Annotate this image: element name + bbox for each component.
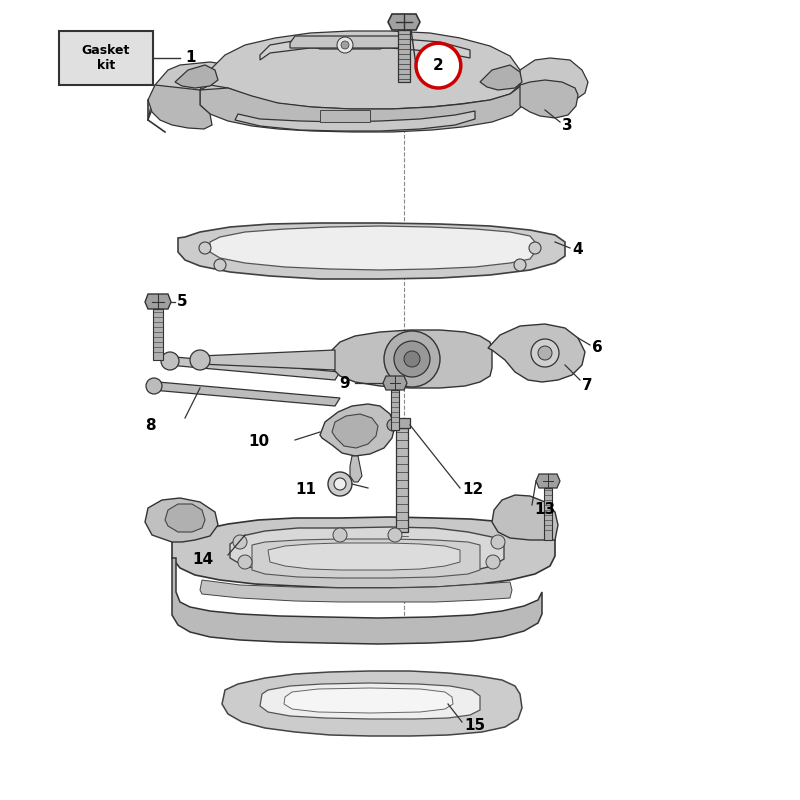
Polygon shape bbox=[235, 111, 475, 131]
Polygon shape bbox=[388, 14, 420, 30]
FancyBboxPatch shape bbox=[59, 31, 153, 85]
Polygon shape bbox=[391, 390, 399, 430]
Text: 3: 3 bbox=[562, 118, 573, 133]
Circle shape bbox=[394, 341, 430, 377]
Circle shape bbox=[404, 351, 420, 367]
Polygon shape bbox=[172, 558, 542, 644]
Polygon shape bbox=[480, 65, 522, 90]
Text: 1: 1 bbox=[185, 50, 195, 66]
Polygon shape bbox=[252, 539, 480, 578]
Circle shape bbox=[328, 472, 352, 496]
Polygon shape bbox=[310, 38, 390, 49]
Text: 12: 12 bbox=[462, 482, 483, 498]
Polygon shape bbox=[290, 36, 405, 48]
Polygon shape bbox=[178, 223, 565, 279]
Text: Gasket
kit: Gasket kit bbox=[82, 44, 130, 72]
Circle shape bbox=[384, 331, 440, 387]
Polygon shape bbox=[200, 85, 522, 132]
Circle shape bbox=[341, 41, 349, 49]
Circle shape bbox=[514, 259, 526, 271]
Polygon shape bbox=[222, 671, 522, 736]
Polygon shape bbox=[145, 498, 218, 542]
Polygon shape bbox=[284, 688, 453, 713]
Text: 7: 7 bbox=[582, 378, 593, 393]
Circle shape bbox=[416, 43, 461, 88]
Circle shape bbox=[387, 419, 399, 431]
Polygon shape bbox=[152, 382, 340, 406]
Circle shape bbox=[214, 259, 226, 271]
Circle shape bbox=[337, 37, 353, 53]
Text: 8: 8 bbox=[145, 418, 156, 433]
Circle shape bbox=[233, 535, 247, 549]
Circle shape bbox=[531, 339, 559, 367]
Circle shape bbox=[491, 535, 505, 549]
Polygon shape bbox=[200, 31, 520, 109]
Polygon shape bbox=[148, 85, 212, 129]
Polygon shape bbox=[320, 110, 370, 122]
Polygon shape bbox=[165, 504, 205, 532]
Polygon shape bbox=[268, 543, 460, 570]
Circle shape bbox=[388, 528, 402, 542]
Circle shape bbox=[161, 352, 179, 370]
Text: 5: 5 bbox=[177, 294, 188, 310]
Polygon shape bbox=[332, 330, 492, 388]
Polygon shape bbox=[398, 30, 410, 82]
Polygon shape bbox=[175, 65, 218, 88]
Polygon shape bbox=[260, 38, 470, 60]
Polygon shape bbox=[520, 80, 578, 118]
Circle shape bbox=[333, 528, 347, 542]
Text: 15: 15 bbox=[464, 718, 485, 734]
Text: 14: 14 bbox=[192, 553, 213, 567]
Polygon shape bbox=[153, 309, 163, 360]
Polygon shape bbox=[383, 376, 407, 390]
Text: 6: 6 bbox=[592, 339, 602, 354]
Text: 9: 9 bbox=[339, 375, 350, 390]
Polygon shape bbox=[260, 683, 480, 719]
Polygon shape bbox=[332, 414, 378, 448]
Polygon shape bbox=[492, 495, 558, 540]
Text: 13: 13 bbox=[534, 502, 555, 518]
Circle shape bbox=[190, 350, 210, 370]
Polygon shape bbox=[510, 58, 588, 106]
Polygon shape bbox=[200, 350, 335, 370]
Polygon shape bbox=[488, 324, 585, 382]
Text: 11: 11 bbox=[295, 482, 316, 498]
Circle shape bbox=[538, 346, 552, 360]
Circle shape bbox=[529, 242, 541, 254]
Polygon shape bbox=[396, 428, 408, 532]
Polygon shape bbox=[210, 226, 535, 270]
Text: 10: 10 bbox=[248, 434, 269, 450]
Text: 2: 2 bbox=[433, 58, 444, 73]
Polygon shape bbox=[168, 357, 340, 380]
Polygon shape bbox=[544, 488, 552, 540]
Circle shape bbox=[199, 242, 211, 254]
Polygon shape bbox=[320, 404, 395, 456]
Polygon shape bbox=[230, 527, 504, 576]
Circle shape bbox=[238, 555, 252, 569]
Circle shape bbox=[146, 378, 162, 394]
Polygon shape bbox=[172, 517, 555, 588]
Polygon shape bbox=[350, 456, 362, 482]
Circle shape bbox=[334, 478, 346, 490]
Text: 4: 4 bbox=[572, 242, 582, 258]
Polygon shape bbox=[536, 474, 560, 488]
Polygon shape bbox=[148, 62, 242, 120]
Circle shape bbox=[486, 555, 500, 569]
Polygon shape bbox=[145, 294, 171, 309]
Polygon shape bbox=[394, 418, 410, 428]
Polygon shape bbox=[200, 580, 512, 602]
